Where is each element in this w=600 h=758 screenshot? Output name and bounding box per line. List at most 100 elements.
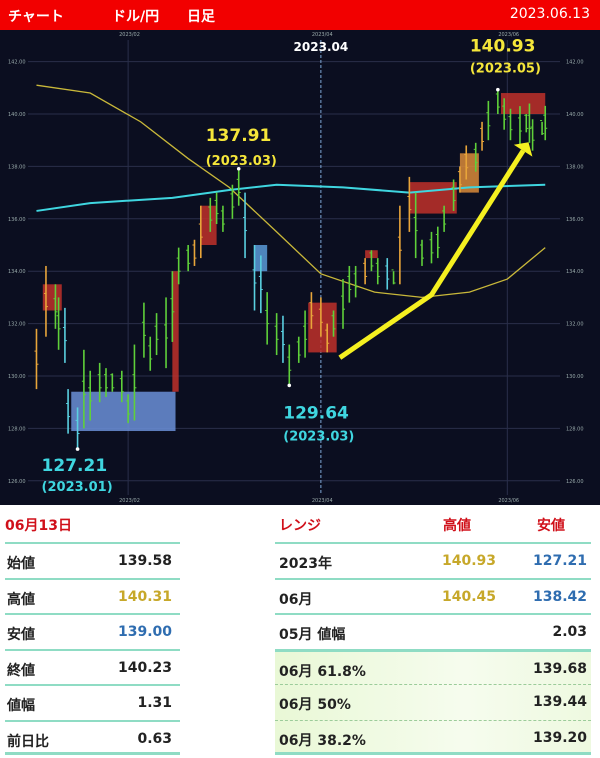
extreme-value-label: 140.93 [470, 37, 536, 57]
row-low: 138.42 [532, 588, 587, 605]
moving-average-line [36, 183, 546, 212]
x-tick-label-top: 2023/06 [498, 32, 519, 38]
range-box [172, 271, 179, 392]
row-value: 139.58 [117, 553, 172, 569]
range-box [459, 153, 479, 193]
extreme-marker [236, 166, 241, 171]
row-value: 140.31 [117, 588, 172, 605]
y-tick-label-left: 142.00 [8, 60, 26, 66]
extreme-period-label: (2023.03) [283, 429, 354, 444]
y-tick-label-left: 130.00 [8, 374, 26, 380]
chart-svg: 142.00 142.00 140.00 140.00 138.00 138.00 136.… [8, 32, 584, 504]
extreme-value-label: 127.21 [42, 456, 108, 476]
range-box [501, 93, 546, 114]
row-label: 安値 [7, 627, 35, 643]
row-label: 高値 [7, 591, 35, 608]
row-value: 1.31 [137, 695, 172, 711]
range-box [409, 182, 457, 214]
y-tick-label-right: 130.00 [566, 374, 584, 380]
highlight-month-label: 2023.04 [294, 40, 349, 54]
range-row: 06月 61.8% 139.68 [275, 648, 591, 684]
row-low: 127.21 [532, 553, 587, 569]
y-tick-label-left: 126.00 [8, 479, 26, 485]
extreme-marker [287, 383, 292, 388]
row-low: 139.68 [532, 660, 587, 677]
range-table: レンジ 高値 安値 2023年 140.93 127.21 06月 140.45 138.… [275, 512, 591, 755]
y-tick-label-right: 126.00 [566, 479, 584, 485]
high-header: 高値 [443, 518, 471, 534]
row-label: 始値 [7, 556, 35, 572]
y-tick-label-right: 140.00 [566, 112, 584, 118]
range-row: 2023年 140.93 127.21 [275, 542, 591, 578]
timeframe: 日足 [187, 9, 215, 25]
row-high: 140.93 [441, 553, 496, 569]
header-date: 2023.06.13 [509, 6, 590, 22]
extreme-value-label: 129.64 [283, 403, 349, 423]
row-label: 06月 50% [279, 697, 351, 713]
y-tick-label-right: 136.00 [566, 217, 584, 223]
y-tick-label-right: 128.00 [566, 426, 584, 432]
y-tick-label-left: 128.00 [8, 426, 26, 432]
daily-row: 高値 140.31 [5, 577, 180, 614]
daily-row: 終値 140.23 [5, 648, 180, 685]
range-row: 05月 値幅 2.03 [275, 613, 591, 649]
moving-average-line [36, 84, 546, 299]
daily-row: 始値 139.58 [5, 542, 180, 578]
extreme-value-label: 137.91 [206, 126, 272, 146]
row-high: 140.45 [441, 588, 496, 605]
trend-arrow [338, 149, 526, 360]
row-value: 0.63 [137, 730, 172, 747]
y-tick-label-right: 142.00 [566, 60, 584, 66]
range-header: レンジ 高値 安値 [275, 512, 591, 542]
x-tick-label-bottom: 2023/02 [119, 498, 140, 504]
row-label: 05月 値幅 [279, 627, 346, 643]
range-box [42, 284, 62, 311]
row-label: 06月 61.8% [279, 663, 366, 680]
header-bar: チャート ドル/円 日足 2023.06.13 [0, 0, 600, 30]
y-tick-label-right: 138.00 [566, 164, 584, 170]
y-tick-label-left: 138.00 [8, 164, 26, 170]
extreme-period-label: (2023.01) [42, 480, 113, 495]
currency-pair: ドル/円 [112, 9, 160, 25]
range-row: 06月 50% 139.44 [275, 684, 591, 720]
trend-arrowhead [513, 142, 533, 157]
daily-row: 安値 139.00 [5, 613, 180, 649]
y-tick-label-right: 134.00 [566, 269, 584, 275]
daily-row: 値幅 1.31 [5, 684, 180, 720]
row-label: 2023年 [279, 556, 332, 572]
range-title: レンジ [279, 518, 321, 534]
extreme-marker [75, 447, 80, 451]
row-value: 139.00 [117, 624, 172, 640]
row-low: 2.03 [552, 624, 587, 640]
row-label: 06月 [279, 591, 313, 608]
y-tick-label-left: 140.00 [8, 112, 26, 118]
candlestick-chart: 142.00 142.00 140.00 140.00 138.00 138.00 136.… [0, 30, 600, 505]
range-row: 06月 38.2% 139.20 [275, 719, 591, 755]
row-label: 値幅 [7, 698, 35, 714]
x-tick-label-bottom: 2023/06 [498, 498, 519, 504]
x-tick-label-bottom: 2023/04 [312, 498, 333, 504]
row-label: 06月 38.2% [279, 732, 366, 749]
x-tick-label-top: 2023/04 [312, 32, 333, 38]
extreme-period-label: (2023.05) [470, 62, 541, 77]
daily-title: 06月13日 [5, 518, 72, 534]
row-low: 139.20 [532, 729, 587, 746]
extreme-marker [496, 87, 500, 92]
x-tick-label-top: 2023/02 [119, 32, 140, 38]
range-box [71, 391, 176, 432]
y-tick-label-left: 132.00 [8, 322, 26, 328]
range-box [200, 205, 217, 245]
low-header: 安値 [537, 518, 565, 534]
daily-row: 前日比 0.63 [5, 719, 180, 755]
y-tick-label-left: 136.00 [8, 217, 26, 223]
header-title: チャート [8, 9, 64, 25]
y-tick-label-left: 134.00 [8, 269, 26, 275]
range-box [308, 302, 337, 353]
row-low: 139.44 [532, 694, 587, 710]
range-row: 06月 140.45 138.42 [275, 577, 591, 614]
row-label: 前日比 [7, 733, 49, 750]
row-label: 終値 [7, 662, 35, 679]
row-value: 140.23 [117, 659, 172, 676]
extreme-period-label: (2023.03) [206, 154, 277, 169]
daily-table: 06月13日 始値 139.58 高値 140.31 安値 139.00 終値 140.23 値… [5, 512, 180, 755]
